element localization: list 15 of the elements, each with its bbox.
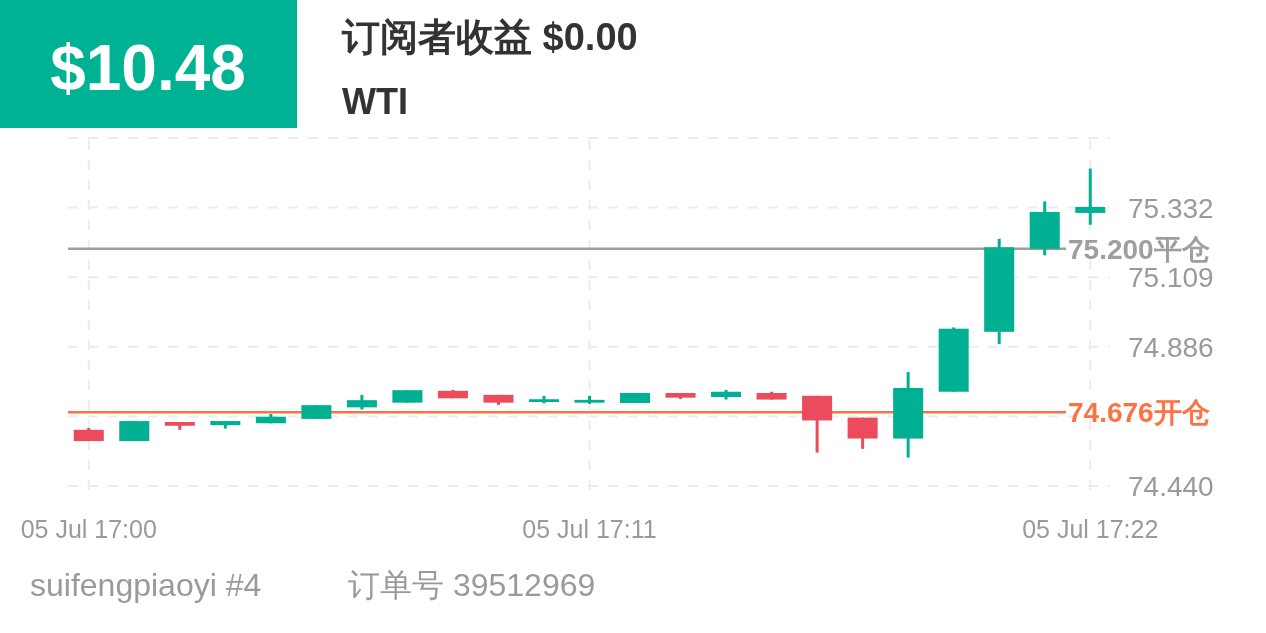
y-tick-label: 74.440 xyxy=(1128,471,1214,502)
ref-line-label: 75.200平仓 xyxy=(1068,233,1210,265)
x-tick-label: 05 Jul 17:22 xyxy=(1022,515,1159,543)
x-tick-label: 05 Jul 17:00 xyxy=(20,515,157,543)
chart-subtitle: WTI xyxy=(342,81,408,122)
text: 订单号 39512969 xyxy=(348,567,596,603)
ref-line-label: 74.676开仓 xyxy=(1068,397,1210,429)
candlestick xyxy=(1075,168,1106,225)
y-tick-label: 74.886 xyxy=(1128,331,1214,363)
badge: $10.48 xyxy=(0,0,297,128)
y-tick-label: 75.109 xyxy=(1128,262,1214,294)
text: suifengpiaoyi #4 xyxy=(30,567,262,603)
y-tick-label: 75.332 xyxy=(1128,192,1214,224)
chart-title: 订阅者收益 $0.00 xyxy=(341,16,638,58)
x-tick-label: 05 Jul 17:11 xyxy=(522,515,657,543)
